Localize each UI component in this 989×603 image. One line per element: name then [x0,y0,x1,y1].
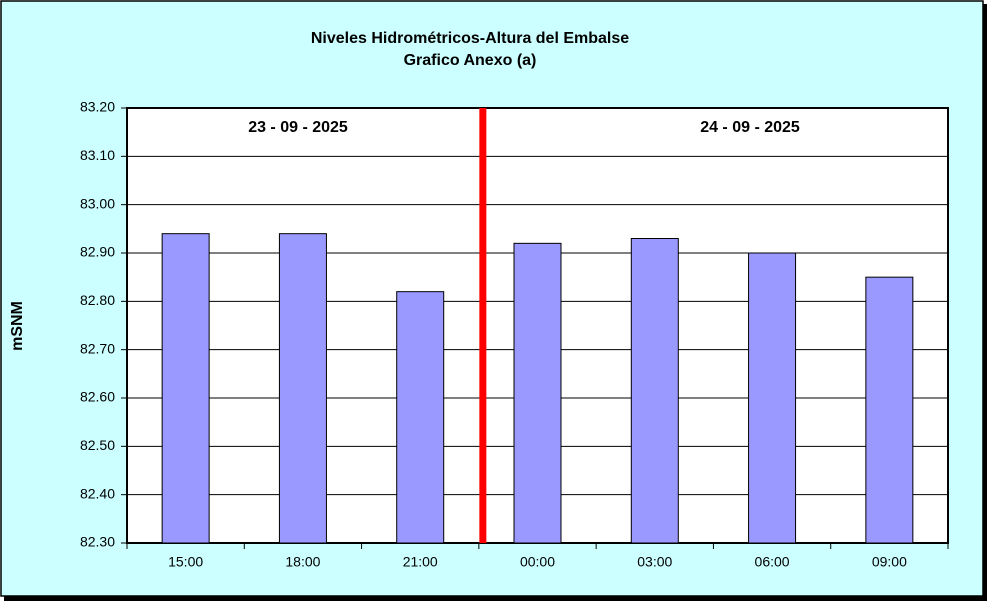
y-axis-label: mSNM [9,301,26,351]
bar [278,233,327,544]
y-tick-label: 82.40 [80,485,115,501]
bar [748,252,797,544]
annotation: 23 - 09 - 2025 [248,119,348,136]
bar [630,238,679,544]
annotation: 24 - 09 - 2025 [700,119,800,136]
y-tick-label: 82.80 [80,292,115,308]
chart-title: Niveles Hidrométricos-Altura del Embalse [311,30,629,47]
y-tick-label: 82.30 [80,534,115,550]
x-tick-label: 00:00 [520,554,555,570]
bar [161,233,210,544]
x-tick-label: 06:00 [755,554,790,570]
y-tick-label: 83.10 [80,147,115,163]
bar [513,242,562,544]
x-tick-label: 18:00 [285,554,320,570]
bar [396,291,445,544]
y-tick-label: 82.60 [80,389,115,405]
y-tick-label: 82.50 [80,437,115,453]
x-tick-label: 03:00 [637,554,672,570]
x-tick-label: 21:00 [403,554,438,570]
chart-subtitle: Grafico Anexo (a) [404,52,537,69]
y-tick-label: 83.20 [80,99,115,115]
y-tick-label: 82.70 [80,340,115,356]
bar [865,276,914,544]
y-tick-label: 83.00 [80,195,115,211]
x-tick-label: 09:00 [872,554,907,570]
x-tick-label: 15:00 [168,554,203,570]
y-tick-label: 82.90 [80,244,115,260]
